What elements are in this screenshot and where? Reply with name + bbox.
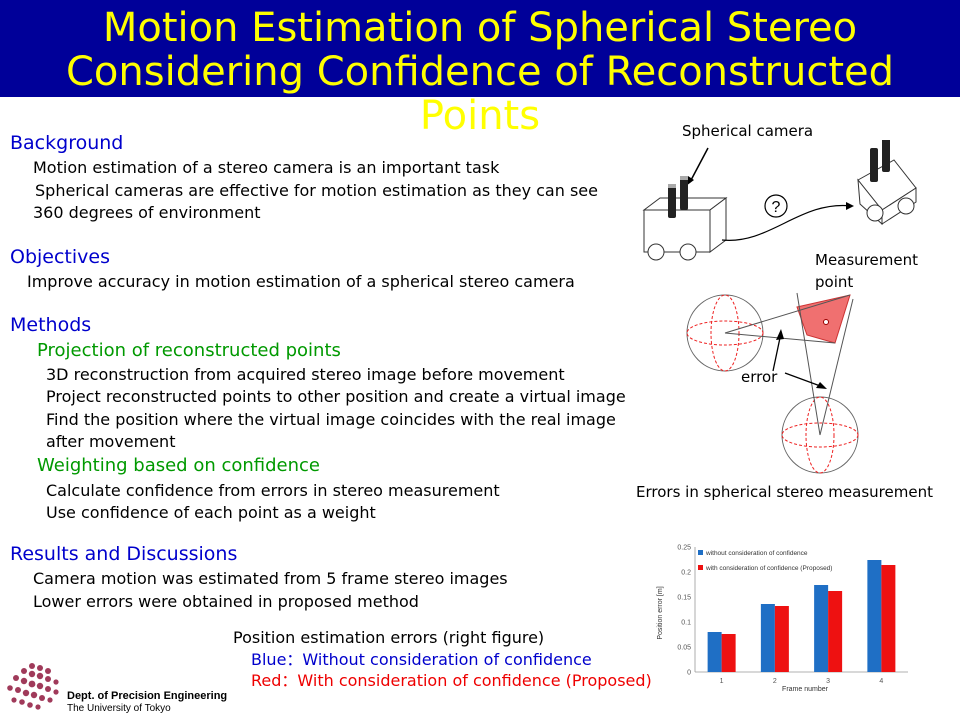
caption-line-1: Position estimation errors (right figure… — [233, 628, 545, 647]
measurement-label-2: point — [815, 273, 854, 291]
background-heading: Background — [10, 132, 124, 154]
measurement-region — [796, 294, 851, 344]
objectives-line-1: Improve accuracy in motion estimation of… — [27, 272, 575, 291]
methods-heading: Methods — [10, 314, 92, 336]
results-heading: Results and Discussions — [10, 543, 238, 565]
objectives-heading: Objectives — [10, 246, 110, 268]
caption-blue: Blue：Without consideration of confidence — [251, 650, 592, 669]
x-tick-label: 2 — [773, 678, 777, 685]
bar-blue-3 — [814, 585, 829, 672]
title-bar: Motion Estimation of Spherical Stereo Co… — [0, 0, 960, 138]
title-line-2: Considering Confidence of Reconstructed … — [65, 49, 895, 139]
logo-line-2: The University of Tokyo — [67, 703, 171, 714]
stereo-caption: Errors in spherical stereo measurement — [636, 483, 933, 501]
y-tick-label: 0.15 — [677, 595, 691, 602]
y-tick-label: 0 — [687, 670, 691, 677]
question-circle — [764, 194, 788, 218]
title-line-1: Motion Estimation of Spherical Stereo — [102, 5, 858, 51]
y-tick-label: 0.05 — [677, 645, 691, 652]
bar-blue-1 — [707, 632, 722, 672]
weighting-heading: Weighting based on confidence — [37, 455, 320, 476]
x-tick-label: 4 — [879, 678, 883, 685]
bar-red-2 — [774, 606, 789, 672]
measurement-label-1: Measurement — [815, 251, 918, 269]
projection-line-4: after movement — [46, 432, 176, 451]
position-error-chart: 0 0.05 0.1 0.15 0.2 0.25 1 2 3 4 without conside… — [657, 545, 908, 693]
background-line-2: Spherical cameras are effective for moti… — [35, 181, 598, 200]
background-line-1: Motion estimation of a stereo camera is … — [33, 158, 500, 177]
legend-swatch-red — [698, 565, 703, 570]
motion-arrow — [721, 204, 853, 241]
x-tick-label: 1 — [720, 678, 724, 685]
legend-label-blue: without consideration of confidence — [705, 550, 808, 557]
camera-pointer-arrow — [689, 147, 709, 183]
projection-heading: Projection of reconstructed points — [37, 340, 341, 361]
bar-blue-4 — [867, 560, 882, 672]
camera-motion-diagram: ? — [642, 140, 917, 261]
x-axis-label: Frame number — [782, 686, 829, 693]
projection-line-1: 3D reconstruction from acquired stereo i… — [46, 365, 565, 384]
bar-red-3 — [828, 591, 843, 672]
robot-after-icon — [857, 140, 917, 226]
legend-label-red: with consideration of confidence (Propos… — [705, 565, 832, 572]
bar-red-4 — [881, 565, 896, 672]
bar-red-1 — [721, 634, 736, 672]
x-tick-label: 3 — [826, 678, 830, 685]
logo-line-1: Dept. of Precision Engineering — [67, 690, 228, 702]
y-axis-label: Position error [m] — [657, 586, 664, 639]
error-label: error — [741, 368, 778, 386]
stereo-error-diagram — [686, 292, 859, 474]
projection-line-3: Find the position where the virtual imag… — [46, 410, 616, 429]
legend-swatch-blue — [698, 550, 703, 555]
department-logo-icon — [7, 663, 59, 710]
weighting-line-1: Calculate confidence from errors in ster… — [46, 481, 500, 500]
bar-blue-2 — [760, 604, 775, 672]
results-line-1: Camera motion was estimated from 5 frame… — [33, 569, 508, 588]
y-tick-label: 0.2 — [681, 570, 691, 577]
projection-line-2: Project reconstructed points to other po… — [46, 387, 626, 406]
spherical-camera-label: Spherical camera — [682, 122, 814, 140]
robot-before-icon — [642, 176, 728, 261]
measurement-point — [823, 319, 829, 325]
weighting-line-2: Use confidence of each point as a weight — [46, 503, 376, 522]
background-line-3: 360 degrees of environment — [33, 203, 261, 222]
caption-red: Red：With consideration of confidence (Pr… — [251, 671, 652, 690]
question-mark: ? — [772, 199, 781, 216]
results-line-2: Lower errors were obtained in proposed m… — [33, 592, 419, 611]
y-tick-label: 0.25 — [677, 545, 691, 552]
y-tick-label: 0.1 — [681, 620, 691, 627]
